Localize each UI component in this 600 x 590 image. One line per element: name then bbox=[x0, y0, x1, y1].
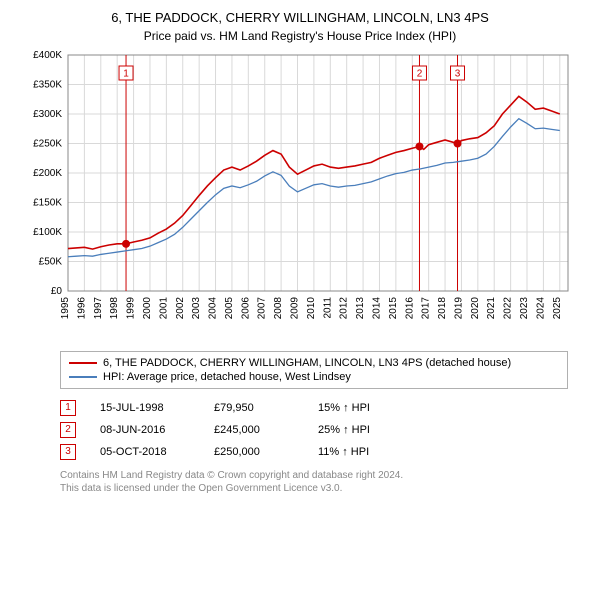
svg-text:2013: 2013 bbox=[355, 296, 366, 319]
svg-text:2025: 2025 bbox=[552, 296, 563, 319]
chart-container: 6, THE PADDOCK, CHERRY WILLINGHAM, LINCO… bbox=[0, 0, 600, 503]
svg-text:£250K: £250K bbox=[33, 138, 62, 149]
svg-text:2016: 2016 bbox=[404, 296, 415, 319]
footnote-line2: This data is licensed under the Open Gov… bbox=[60, 482, 568, 495]
svg-text:2008: 2008 bbox=[273, 296, 284, 319]
svg-text:2020: 2020 bbox=[470, 296, 481, 319]
sale-date: 15-JUL-1998 bbox=[100, 402, 190, 414]
sale-marker-1: 1 bbox=[60, 400, 76, 416]
legend: 6, THE PADDOCK, CHERRY WILLINGHAM, LINCO… bbox=[60, 351, 568, 389]
svg-text:2006: 2006 bbox=[240, 296, 251, 319]
sale-date: 08-JUN-2016 bbox=[100, 424, 190, 436]
svg-text:2004: 2004 bbox=[208, 296, 219, 319]
svg-text:2012: 2012 bbox=[339, 296, 350, 319]
svg-text:2010: 2010 bbox=[306, 296, 317, 319]
sale-price: £250,000 bbox=[214, 446, 294, 458]
footnote: Contains HM Land Registry data © Crown c… bbox=[60, 469, 568, 495]
svg-text:2021: 2021 bbox=[486, 296, 497, 319]
chart-title-line2: Price paid vs. HM Land Registry's House … bbox=[12, 29, 588, 43]
svg-text:£150K: £150K bbox=[33, 197, 62, 208]
svg-text:£400K: £400K bbox=[33, 51, 62, 61]
sales-table: 1 15-JUL-1998 £79,950 15% ↑ HPI 2 08-JUN… bbox=[60, 397, 568, 463]
svg-text:2024: 2024 bbox=[535, 296, 546, 319]
sale-marker-3: 3 bbox=[60, 444, 76, 460]
sales-row: 2 08-JUN-2016 £245,000 25% ↑ HPI bbox=[60, 419, 568, 441]
footnote-line1: Contains HM Land Registry data © Crown c… bbox=[60, 469, 568, 482]
svg-text:£100K: £100K bbox=[33, 227, 62, 238]
svg-text:2015: 2015 bbox=[388, 296, 399, 319]
svg-text:2000: 2000 bbox=[142, 296, 153, 319]
svg-text:2022: 2022 bbox=[503, 296, 514, 319]
legend-swatch-hpi bbox=[69, 376, 97, 378]
legend-item-property: 6, THE PADDOCK, CHERRY WILLINGHAM, LINCO… bbox=[69, 356, 559, 370]
svg-text:£200K: £200K bbox=[33, 168, 62, 179]
line-chart-svg: £0 £50K £100K £150K £200K £250K £300K £350K £400… bbox=[20, 51, 580, 341]
legend-label-property: 6, THE PADDOCK, CHERRY WILLINGHAM, LINCO… bbox=[103, 357, 511, 369]
plot-area: £0 £50K £100K £150K £200K £250K £300K £350K £400… bbox=[20, 51, 580, 341]
svg-text:3: 3 bbox=[455, 68, 461, 79]
svg-text:1: 1 bbox=[123, 68, 129, 79]
svg-text:£50K: £50K bbox=[39, 256, 63, 267]
svg-text:2009: 2009 bbox=[290, 296, 301, 319]
svg-text:1998: 1998 bbox=[109, 296, 120, 319]
svg-text:2017: 2017 bbox=[421, 296, 432, 319]
chart-title-line1: 6, THE PADDOCK, CHERRY WILLINGHAM, LINCO… bbox=[12, 10, 588, 27]
svg-text:2018: 2018 bbox=[437, 296, 448, 319]
sale-diff: 11% ↑ HPI bbox=[318, 446, 408, 458]
svg-text:2019: 2019 bbox=[453, 296, 464, 319]
legend-item-hpi: HPI: Average price, detached house, West… bbox=[69, 370, 559, 384]
svg-text:1996: 1996 bbox=[76, 296, 87, 319]
svg-text:£0: £0 bbox=[51, 286, 63, 297]
svg-text:2002: 2002 bbox=[175, 296, 186, 319]
sales-row: 3 05-OCT-2018 £250,000 11% ↑ HPI bbox=[60, 441, 568, 463]
svg-text:1995: 1995 bbox=[60, 296, 71, 319]
svg-text:2005: 2005 bbox=[224, 296, 235, 319]
sales-row: 1 15-JUL-1998 £79,950 15% ↑ HPI bbox=[60, 397, 568, 419]
svg-text:2007: 2007 bbox=[257, 296, 268, 319]
svg-text:2003: 2003 bbox=[191, 296, 202, 319]
sale-diff: 25% ↑ HPI bbox=[318, 424, 408, 436]
sale-marker-2: 2 bbox=[60, 422, 76, 438]
svg-text:2: 2 bbox=[417, 68, 423, 79]
svg-text:2001: 2001 bbox=[158, 296, 169, 319]
svg-text:2023: 2023 bbox=[519, 296, 530, 319]
svg-text:1997: 1997 bbox=[93, 296, 104, 319]
sale-price: £79,950 bbox=[214, 402, 294, 414]
sale-diff: 15% ↑ HPI bbox=[318, 402, 408, 414]
svg-text:1999: 1999 bbox=[126, 296, 137, 319]
svg-text:£350K: £350K bbox=[33, 79, 62, 90]
legend-swatch-property bbox=[69, 362, 97, 364]
sale-price: £245,000 bbox=[214, 424, 294, 436]
svg-text:2011: 2011 bbox=[322, 296, 333, 318]
sale-date: 05-OCT-2018 bbox=[100, 446, 190, 458]
legend-label-hpi: HPI: Average price, detached house, West… bbox=[103, 371, 351, 383]
svg-text:£300K: £300K bbox=[33, 109, 62, 120]
svg-text:2014: 2014 bbox=[371, 296, 382, 319]
